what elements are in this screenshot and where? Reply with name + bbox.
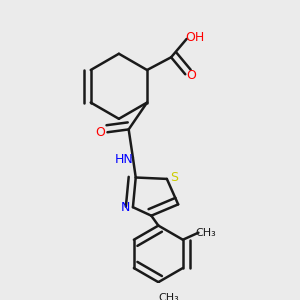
Text: O: O: [95, 126, 105, 139]
Text: N: N: [120, 201, 130, 214]
Text: O: O: [186, 69, 196, 82]
Text: S: S: [170, 171, 178, 184]
Text: OH: OH: [185, 31, 205, 44]
Text: CH₃: CH₃: [195, 228, 216, 238]
Text: HN: HN: [115, 153, 134, 166]
Text: CH₃: CH₃: [158, 293, 178, 300]
